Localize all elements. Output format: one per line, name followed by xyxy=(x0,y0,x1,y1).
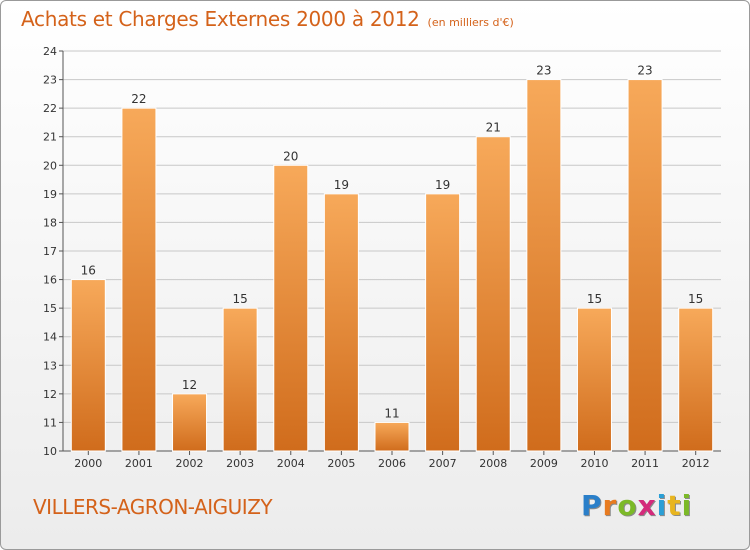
y-tick-label: 18 xyxy=(43,216,57,229)
proxiti-logo: Proxiti xyxy=(581,489,692,522)
y-tick-label: 10 xyxy=(43,445,57,458)
bar xyxy=(121,107,157,452)
x-tick-label: 2010 xyxy=(580,457,608,470)
y-tick-label: 22 xyxy=(43,102,57,115)
y-tick-label: 20 xyxy=(43,159,57,172)
chart-title: Achats et Charges Externes 2000 à 2012 (e… xyxy=(21,7,514,31)
bar xyxy=(323,193,359,452)
bar-value-label: 20 xyxy=(283,149,298,163)
x-tick-label: 2006 xyxy=(378,457,406,470)
x-tick-label: 2003 xyxy=(226,457,254,470)
logo-letter: o xyxy=(617,489,638,522)
y-tick-label: 17 xyxy=(43,245,57,258)
y-tick-label: 11 xyxy=(43,416,57,429)
x-tick-label: 2000 xyxy=(74,457,102,470)
bar xyxy=(627,79,663,452)
bar-value-label: 16 xyxy=(81,264,96,278)
bar-value-label: 21 xyxy=(486,121,501,135)
bar xyxy=(475,136,511,452)
y-tick-label: 15 xyxy=(43,302,57,315)
bar xyxy=(273,164,309,452)
bar-value-label: 19 xyxy=(334,178,349,192)
logo-letter: i xyxy=(656,489,668,522)
logo-letter: t xyxy=(667,489,682,522)
y-tick-label: 14 xyxy=(43,331,57,344)
y-tick-label: 21 xyxy=(43,131,57,144)
bar-value-label: 11 xyxy=(384,406,399,420)
bar-value-label: 19 xyxy=(435,178,450,192)
x-tick-label: 2011 xyxy=(631,457,659,470)
x-tick-label: 2012 xyxy=(682,457,710,470)
bar xyxy=(678,307,714,452)
bar-value-label: 23 xyxy=(536,64,551,78)
bar xyxy=(222,307,258,452)
x-tick-label: 2007 xyxy=(429,457,457,470)
y-tick-label: 13 xyxy=(43,359,57,372)
commune-name: VILLERS-AGRON-AIGUIZY xyxy=(33,495,273,519)
bar xyxy=(576,307,612,452)
y-tick-label: 24 xyxy=(43,45,57,58)
logo-letter: x xyxy=(637,489,657,522)
x-tick-label: 2009 xyxy=(530,457,558,470)
chart-title-text: Achats et Charges Externes 2000 à 2012 xyxy=(21,7,420,31)
bar xyxy=(526,79,562,452)
bar-value-label: 15 xyxy=(688,292,703,306)
logo-letter: P xyxy=(581,489,603,522)
bar-value-label: 15 xyxy=(233,292,248,306)
bar-value-label: 12 xyxy=(182,378,197,392)
bar xyxy=(70,279,106,452)
bar-value-label: 22 xyxy=(131,92,146,106)
y-tick-label: 23 xyxy=(43,74,57,87)
bar-value-label: 23 xyxy=(637,64,652,78)
bar xyxy=(425,193,461,452)
x-tick-label: 2005 xyxy=(327,457,355,470)
bar-value-label: 15 xyxy=(587,292,602,306)
y-tick-label: 19 xyxy=(43,188,57,201)
logo-letter: r xyxy=(602,489,618,522)
x-tick-label: 2004 xyxy=(277,457,305,470)
y-tick-label: 16 xyxy=(43,274,57,287)
y-tick-label: 12 xyxy=(43,388,57,401)
logo-letter: i xyxy=(681,489,693,522)
x-tick-label: 2008 xyxy=(479,457,507,470)
chart-unit: (en milliers d'€) xyxy=(427,16,514,29)
bar xyxy=(374,421,410,452)
x-tick-label: 2001 xyxy=(125,457,153,470)
bar xyxy=(172,393,208,452)
x-tick-label: 2002 xyxy=(176,457,204,470)
